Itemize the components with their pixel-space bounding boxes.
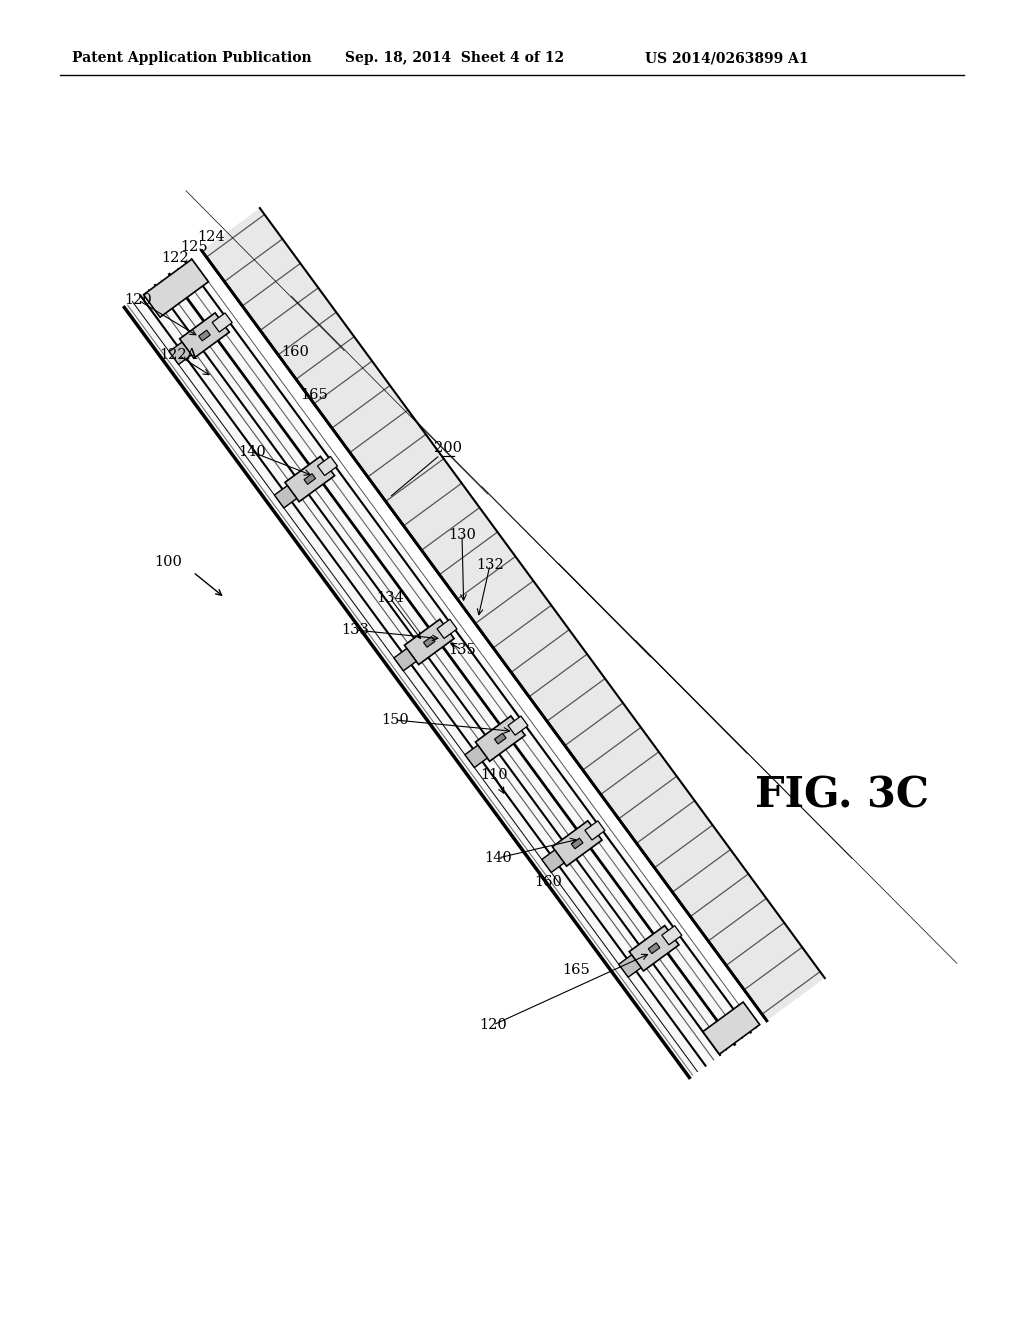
Polygon shape [437, 619, 457, 639]
Polygon shape [552, 821, 602, 866]
Text: 120: 120 [124, 293, 152, 308]
Polygon shape [424, 636, 435, 647]
Text: Sep. 18, 2014  Sheet 4 of 12: Sep. 18, 2014 Sheet 4 of 12 [345, 51, 564, 65]
Text: 200: 200 [434, 441, 462, 455]
Polygon shape [304, 474, 315, 484]
Polygon shape [585, 821, 605, 840]
Polygon shape [702, 1002, 760, 1055]
Polygon shape [648, 942, 659, 953]
Polygon shape [542, 850, 564, 873]
Text: 165: 165 [562, 964, 590, 977]
Polygon shape [394, 648, 417, 671]
Polygon shape [495, 734, 506, 744]
Text: 134: 134 [376, 591, 403, 605]
Polygon shape [571, 838, 583, 849]
Text: 125: 125 [180, 240, 208, 253]
Text: 124: 124 [198, 230, 225, 244]
Polygon shape [274, 486, 297, 508]
Polygon shape [285, 457, 335, 502]
Polygon shape [317, 457, 338, 475]
Text: 132: 132 [476, 558, 504, 572]
Text: 140: 140 [484, 851, 512, 865]
Text: FIG. 3C: FIG. 3C [755, 774, 929, 816]
Text: 120: 120 [479, 1018, 507, 1032]
Text: 160: 160 [281, 345, 309, 359]
Text: 110: 110 [480, 768, 508, 781]
Text: 130: 130 [449, 528, 476, 543]
Polygon shape [179, 313, 229, 358]
Text: 133: 133 [341, 623, 369, 638]
Polygon shape [475, 715, 525, 762]
Polygon shape [465, 746, 487, 767]
Polygon shape [169, 342, 191, 364]
Text: US 2014/0263899 A1: US 2014/0263899 A1 [645, 51, 809, 65]
Text: 122: 122 [161, 251, 188, 265]
Polygon shape [629, 925, 679, 972]
Text: Patent Application Publication: Patent Application Publication [72, 51, 311, 65]
Text: 100: 100 [154, 554, 182, 569]
Polygon shape [404, 619, 454, 664]
Text: 140: 140 [239, 445, 266, 459]
Text: 160: 160 [535, 875, 562, 888]
Text: 165: 165 [300, 388, 328, 403]
Text: 150: 150 [381, 713, 409, 727]
Text: 122A: 122A [159, 348, 198, 362]
Polygon shape [199, 330, 210, 341]
Polygon shape [212, 313, 232, 333]
Polygon shape [508, 715, 528, 735]
Text: 135: 135 [449, 643, 476, 657]
Polygon shape [124, 260, 754, 1077]
Polygon shape [143, 259, 209, 317]
Polygon shape [662, 925, 682, 945]
Polygon shape [618, 954, 641, 977]
Polygon shape [202, 209, 824, 1020]
